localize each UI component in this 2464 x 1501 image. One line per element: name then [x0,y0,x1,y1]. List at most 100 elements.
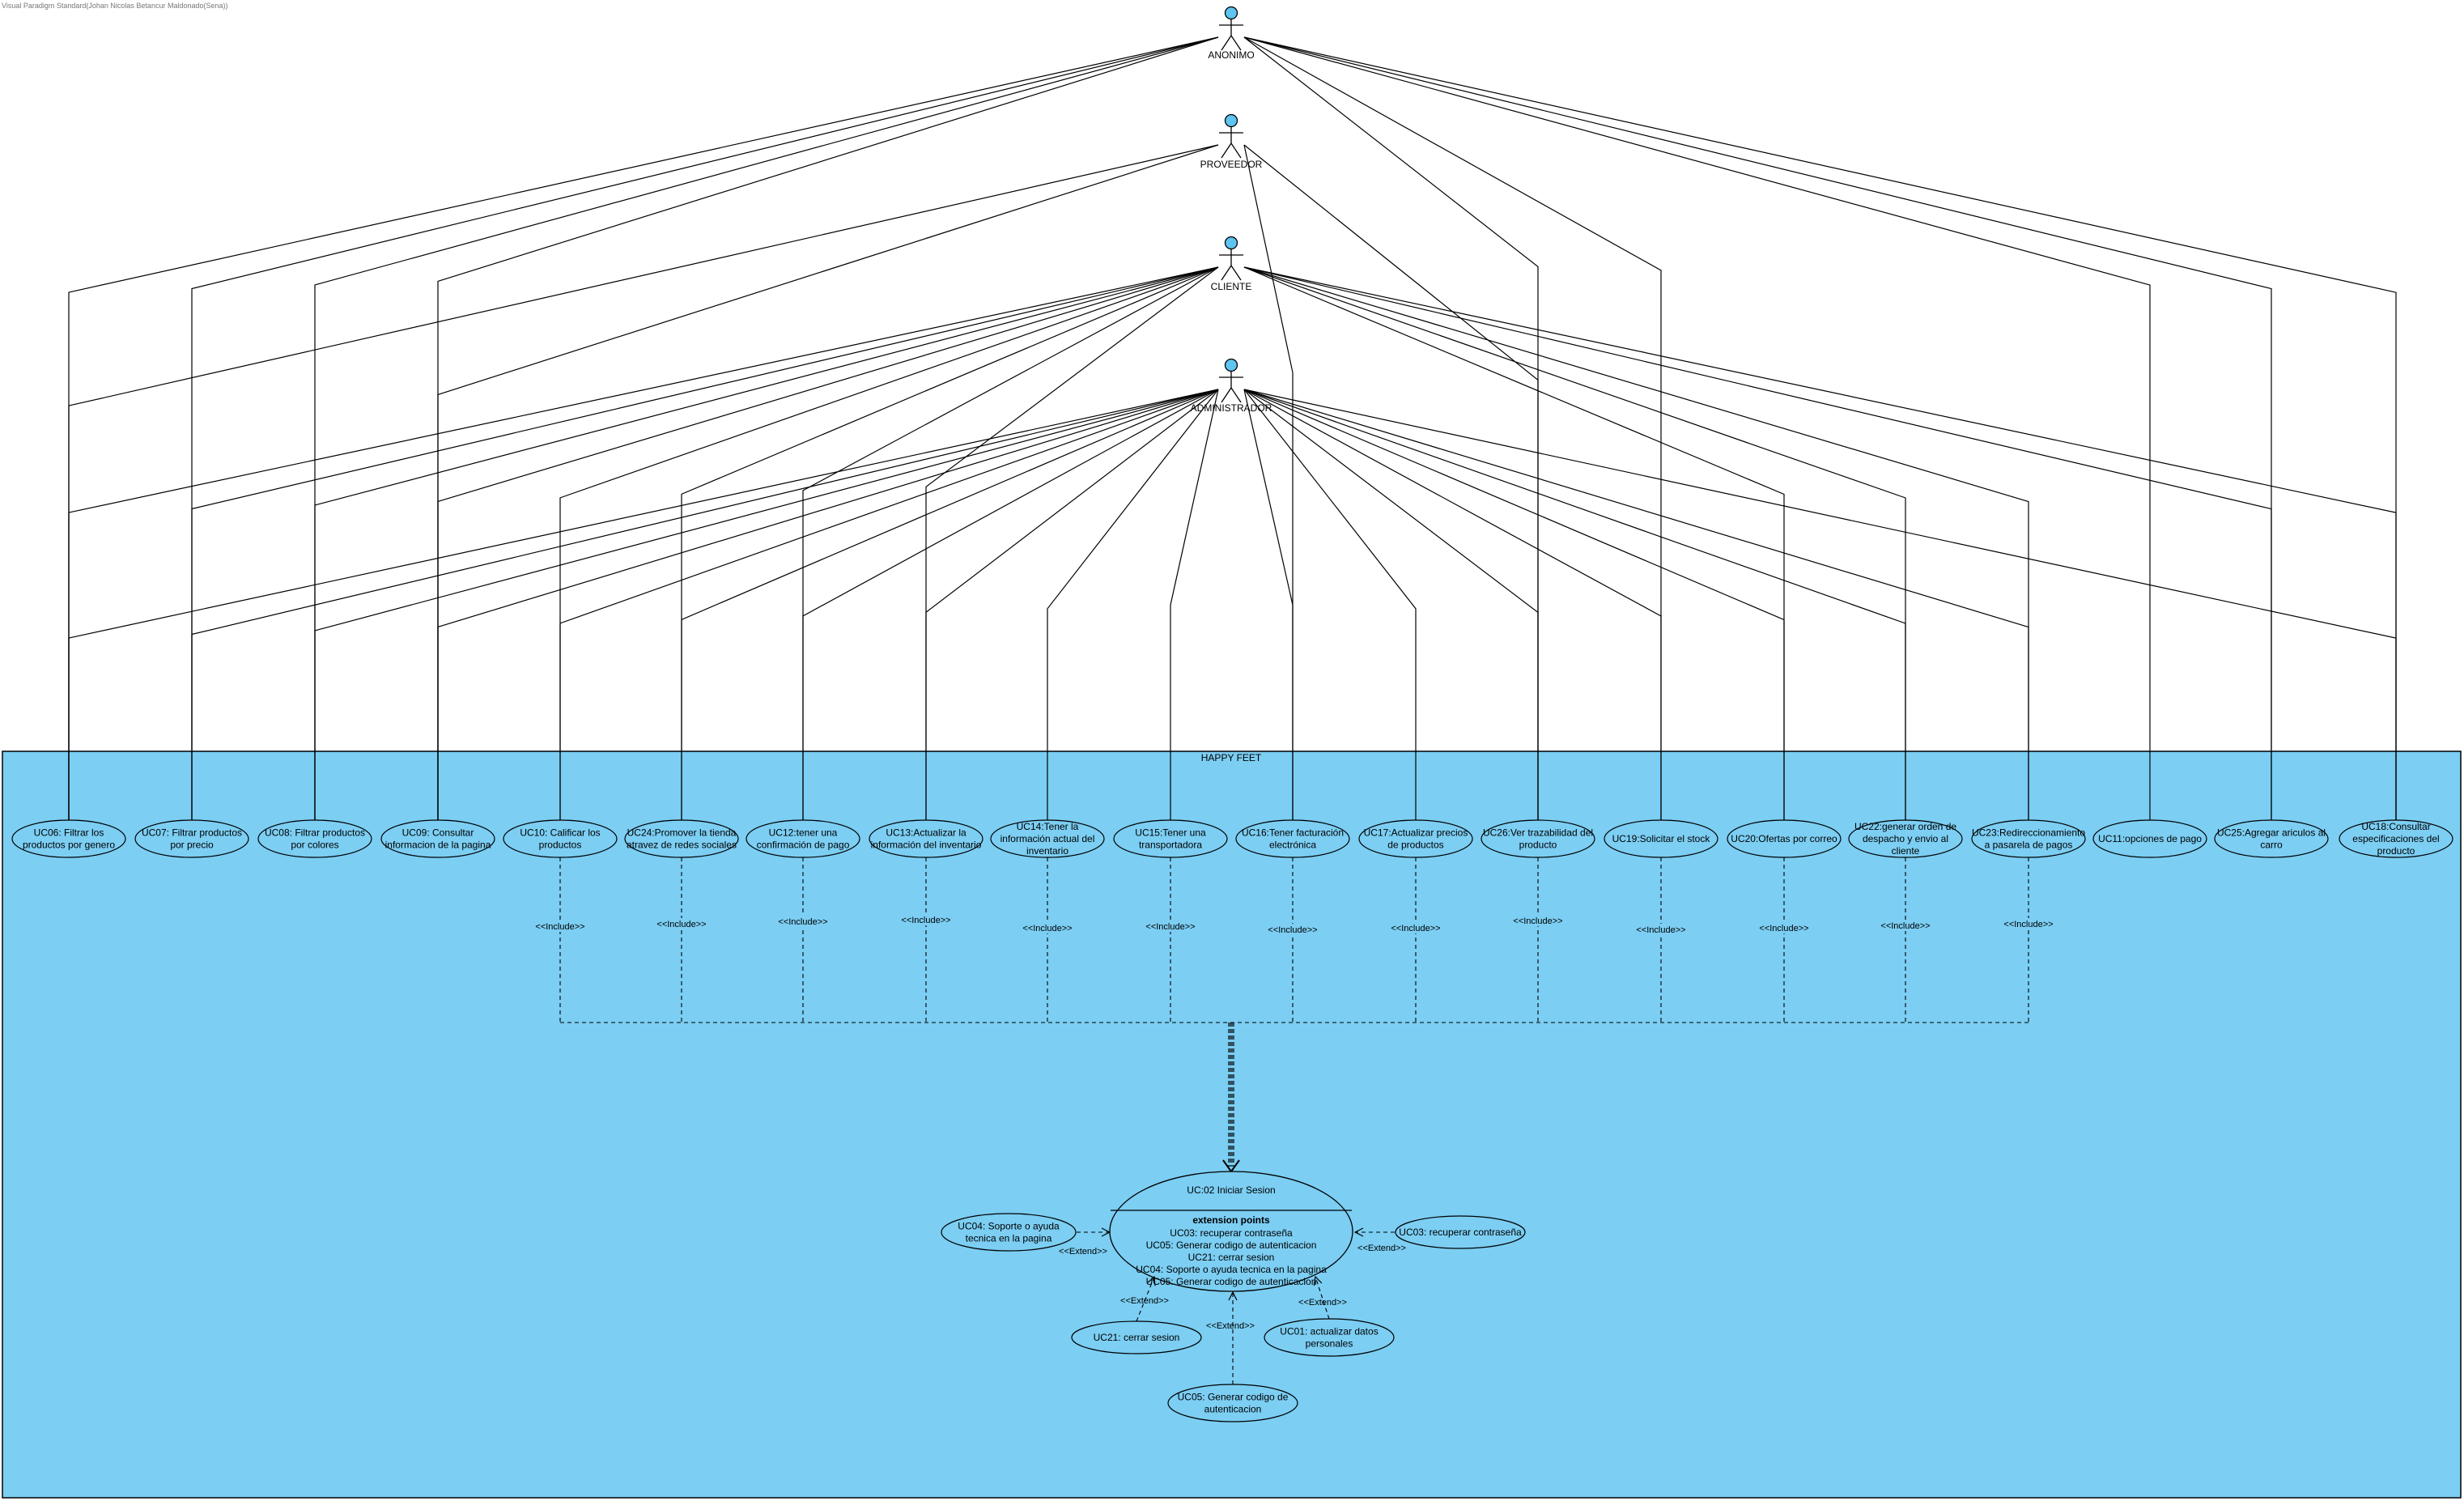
use-case-uc20[interactable]: UC20:Ofertas por correo [1727,819,1842,858]
actor-label: CLIENTE [1211,281,1252,292]
include-label-bg [1633,924,1689,935]
use-case-uc19[interactable]: UC19:Solicitar el stock [1604,819,1718,858]
use-case-label: UC18:Consultar [2361,821,2430,832]
association-admin-uc16 [1243,389,1294,820]
use-case-label: atravez de redes sociales [627,840,737,851]
association-admin-uc13 [925,389,1219,820]
actor-body-icon [1219,249,1243,281]
actor-label: PROVEEDOR [1200,159,1263,170]
actor-cliente[interactable]: CLIENTE [1211,236,1252,293]
use-case-ellipse [2339,819,2453,858]
association-admin-uc15 [1170,389,1219,820]
use-case-ellipse [1395,1215,1526,1249]
use-case-label: información actual del [1000,833,1095,844]
use-case-label: UC16:Tener facturación [1242,827,1344,839]
use-case-label: UC17:Actualizar precios [1364,827,1468,839]
include-label-bg [533,921,588,932]
association-anonimo-uc11 [1243,36,2151,820]
use-case-ellipse [1113,819,1228,858]
use-case-label: a pasarela de pagos [1985,840,2073,851]
actor-anonimo[interactable]: ANONIMO [1208,6,1255,62]
include-label: <<Include>> [1759,924,1808,933]
use-case-ellipse [1481,819,1595,858]
use-case-label: por precio [170,840,214,851]
use-case-label: electrónica [1269,840,1316,851]
association-anonimo-uc07 [191,36,1219,820]
actor-proveedor[interactable]: PROVEEDOR [1200,113,1263,171]
association-lines [68,36,2397,820]
use-case-ellipse [257,819,372,858]
use-case-ellipse [1727,819,1842,858]
use-case-ellipse [990,819,1105,858]
use-case-ellipse [869,819,983,858]
use-case-uc03[interactable]: UC03: recuperar contraseña [1395,1215,1526,1249]
extend-label: <<Extend>> [1120,1296,1169,1306]
use-case-ellipse [1235,819,1350,858]
actor-body-icon [1219,126,1243,159]
association-admin-uc24 [681,389,1219,820]
include-label: <<Include>> [778,917,827,927]
extension-point: UC21: cerrar sesion [1188,1252,1275,1263]
use-case-ellipse [624,819,739,858]
use-case-label: UC13:Actualizar la [886,827,966,839]
use-case-label: UC03: recuperar contraseña [1399,1227,1522,1238]
use-case-label: transportadora [1139,840,1202,851]
association-admin-uc08 [314,389,1219,820]
use-case-label: cliente [1892,845,1920,857]
extension-points-header: extension points [1192,1214,1270,1226]
association-admin-uc09 [437,389,1219,820]
use-case-ellipse [1604,819,1718,858]
actor-admin[interactable]: ADMINISTRADOR [1191,358,1272,415]
use-case-label: productos [539,840,582,851]
include-label: <<Include>> [1636,925,1685,935]
actors: ANONIMO PROVEEDOR CLIENTE ADMINISTRADOR [1191,6,1272,415]
login-use-case: UC:02 Iniciar Sesion extension pointsUC03… [1109,1171,1353,1292]
use-case-label: UC10: Calificar los [520,827,600,839]
actor-head-icon [1224,6,1238,20]
use-case-label: UC14:Tener la [1017,821,1079,832]
use-case-uc11[interactable]: UC11:opciones de pago [2092,819,2207,858]
use-case-ellipse [503,819,618,858]
association-anonimo-uc26 [1243,36,1539,820]
association-anonimo-uc25 [1243,36,2272,820]
extension-point: UC04: Soporte o ayuda tecnica en la pagi… [1136,1264,1327,1275]
include-label: <<Include>> [901,916,950,925]
actor-body-icon [1219,19,1243,51]
association-proveedor-uc06 [68,144,1219,820]
association-cliente-uc10 [559,266,1219,820]
use-case-uc02-login[interactable]: UC:02 Iniciar Sesion extension pointsUC03… [1109,1171,1353,1292]
include-label-bg [1265,924,1320,935]
include-label-bg [1020,922,1075,933]
use-case-label: UC08: Filtrar productos [265,827,365,839]
use-case-label: UC19:Solicitar el stock [1612,833,1711,844]
association-cliente-uc25 [1243,266,2272,820]
use-case-ellipse [1848,819,1963,858]
association-admin-uc18 [1243,389,2397,820]
association-admin-uc14 [1047,389,1219,820]
use-case-uc21[interactable]: UC21: cerrar sesion [1071,1320,1202,1354]
use-case-label: personales [1306,1338,1353,1350]
association-proveedor-uc26 [1243,144,1539,820]
include-label: <<Include>> [656,920,706,929]
